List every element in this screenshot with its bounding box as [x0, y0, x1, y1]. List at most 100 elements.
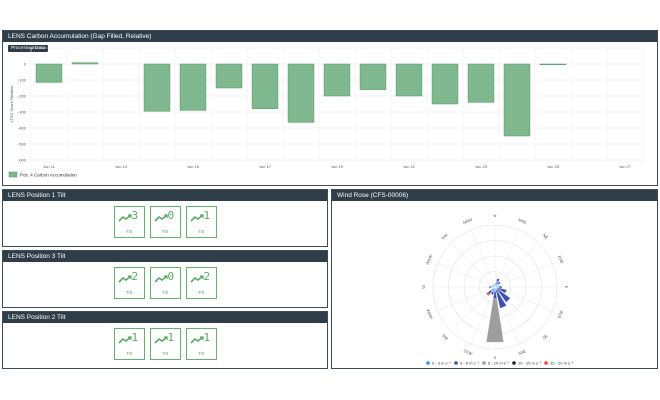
- rose-petal: [495, 289, 507, 309]
- tilt-card[interactable]: 1 Tilt: [113, 328, 145, 360]
- tilt-card[interactable]: 1 Tilt: [185, 328, 217, 360]
- x-tick-label: Jun 19: [331, 164, 344, 169]
- tilt-value: 0: [167, 209, 175, 222]
- legend-label: Pos. 4 Carbon Accumulation: [20, 173, 77, 178]
- tilt-label: Tilt: [198, 351, 204, 356]
- carbon-bar-chart: 100 0 -100 -200 -300 -400 -500 -600 LTSC Score R…: [8, 46, 644, 178]
- legend-entry: 0 - 3 m s⁻¹: [432, 361, 452, 366]
- tilt-label: Tilt: [162, 351, 168, 356]
- tilt-label: Tilt: [126, 229, 132, 234]
- trend-icon: [189, 214, 204, 222]
- tilt-value: 1: [167, 331, 175, 344]
- tilt-label: Tilt: [126, 351, 132, 356]
- tilt-value: 0: [167, 270, 175, 283]
- wind-rose-chart: N NNE NE ENE E ESE SE SSE S SSW SW WSW W WNW NW NNW 0 - …: [421, 213, 574, 366]
- rose-direction-label: S: [494, 355, 497, 360]
- legend-entry: 10 - 15 m s⁻¹: [518, 361, 542, 366]
- rose-direction-label: E: [564, 286, 569, 289]
- processed-data-badge[interactable]: Processed Data: [8, 45, 49, 52]
- trend-icon: [117, 214, 132, 222]
- x-tick-label: Jun 11: [43, 164, 55, 169]
- rose-spoke: [494, 263, 553, 288]
- y-tick-label: -300: [18, 110, 27, 115]
- x-tick-label: Jun 17: [259, 164, 272, 169]
- rose-direction-label: ESE: [556, 309, 564, 319]
- y-tick-label: 0: [24, 62, 27, 67]
- tilt-card[interactable]: 1 Tilt: [185, 206, 217, 238]
- trend-icon: [189, 275, 204, 283]
- rose-petal: [490, 291, 495, 295]
- carbon-accumulation-panel: LENS Carbon Accumulation (Gap Filled, Re…: [2, 30, 658, 186]
- tilt-card[interactable]: 3 Tilt: [113, 206, 145, 238]
- tilt-label: Tilt: [162, 229, 168, 234]
- rose-direction-label: WSW: [426, 308, 435, 320]
- tilt-card[interactable]: 0 Tilt: [149, 267, 181, 299]
- rose-spoke: [494, 242, 540, 288]
- rose-direction-label: SSW: [463, 348, 474, 356]
- rose-petal: [496, 288, 511, 303]
- y-tick-label: 100: [19, 46, 26, 51]
- y-tick-label: -400: [18, 126, 27, 131]
- rose-spoke: [450, 242, 496, 288]
- bar: [539, 63, 567, 66]
- legend-entry: 15 - 20 m s⁻¹: [550, 361, 574, 366]
- legend-dot: [454, 361, 458, 365]
- x-tick-label: Jun 25: [547, 164, 560, 169]
- trend-icon: [153, 275, 168, 283]
- legend-dot: [426, 361, 430, 365]
- y-tick-label: -600: [18, 158, 27, 163]
- tilt-card[interactable]: 0 Tilt: [149, 206, 181, 238]
- tilt-panel-position-1: LENS Position 1 Tilt 3 Tilt 0 Tilt 1 Tilt: [2, 189, 328, 247]
- wind-rose-panel: Wind Rose (CFS-00006) N NNE NE ENE E ESE SE SSE…: [331, 189, 658, 369]
- rose-petal: [494, 282, 496, 288]
- rose-direction-label: SSE: [517, 348, 527, 356]
- rose-petal: [497, 285, 503, 289]
- rose-direction-label: SW: [441, 333, 449, 341]
- tilt-card[interactable]: 1 Tilt: [149, 328, 181, 360]
- bar: [467, 63, 495, 103]
- tilt-panel-position-3: LENS Position 3 Tilt 2 Tilt 0 Tilt 2 Tilt: [2, 250, 328, 308]
- wind-rose-title: Wind Rose (CFS-00006): [332, 190, 657, 201]
- tilt-panel-title: LENS Position 2 Tilt: [3, 312, 327, 323]
- bar: [35, 63, 63, 83]
- bar: [71, 62, 99, 65]
- rose-petal: [485, 292, 490, 297]
- tilt-card[interactable]: 2 Tilt: [113, 267, 145, 299]
- rose-direction-label: WNW: [425, 254, 434, 266]
- bar: [359, 63, 387, 90]
- tilt-label: Tilt: [198, 290, 204, 295]
- tilt-label: Tilt: [162, 290, 168, 295]
- rose-petal: [497, 287, 507, 294]
- bar: [395, 63, 423, 97]
- rose-direction-label: N: [494, 213, 497, 218]
- bar: [287, 63, 315, 123]
- legend-entry: 6 - 10 m s⁻¹: [488, 361, 510, 366]
- trend-icon: [117, 275, 132, 283]
- tilt-value: 1: [131, 331, 139, 344]
- trend-icon: [153, 336, 168, 344]
- rose-spoke: [471, 229, 496, 288]
- x-tick-label: Jun 13: [115, 164, 128, 169]
- legend-dot: [512, 361, 516, 365]
- rose-direction-label: SE: [541, 333, 549, 341]
- carbon-panel-title: LENS Carbon Accumulation (Gap Filled, Re…: [3, 31, 657, 42]
- rose-spoke: [437, 286, 496, 311]
- rose-spoke: [437, 263, 496, 288]
- legend-dot: [482, 361, 486, 365]
- tilt-card-row: 3 Tilt 0 Tilt 1 Tilt: [3, 206, 327, 238]
- tilt-value: 1: [203, 331, 211, 344]
- tilt-panel-position-2: LENS Position 2 Tilt 1 Tilt 1 Tilt 1 Tilt: [2, 311, 328, 369]
- rose-petal: [496, 278, 500, 283]
- rose-direction-label: NE: [542, 233, 550, 241]
- tilt-label: Tilt: [198, 229, 204, 234]
- x-tick-label: Jun 27: [619, 164, 632, 169]
- rose-direction-label: ENE: [557, 255, 565, 265]
- tilt-label: Tilt: [126, 290, 132, 295]
- x-tick-label: Jun 15: [187, 164, 200, 169]
- rose-spoke: [494, 229, 519, 288]
- tilt-card-row: 1 Tilt 1 Tilt 1 Tilt: [3, 328, 327, 360]
- legend-entry: 3 - 6 m s⁻¹: [460, 361, 480, 366]
- tilt-value: 3: [131, 209, 139, 222]
- bar: [251, 63, 279, 110]
- tilt-card[interactable]: 2 Tilt: [185, 267, 217, 299]
